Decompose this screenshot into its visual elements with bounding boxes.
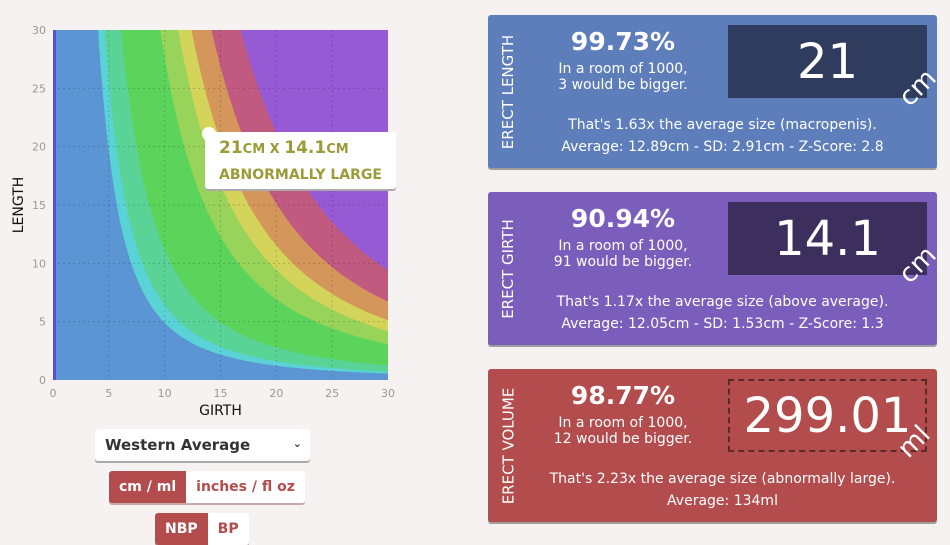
room-text: In a room of 1000, 3 would be bigger. [558,61,688,93]
x-tick-label: 25 [325,387,339,400]
panel-girth: ERECT GIRTH 90.94% In a room of 1000, 91 … [488,192,942,345]
room-text: In a room of 1000, 91 would be bigger. [553,238,693,270]
size-tooltip: 21CM X 14.1CM ABNORMALLY LARGE [205,132,396,189]
stats-text: Average: 134ml [667,493,778,509]
x-tick-label: 10 [158,387,172,400]
y-tick-label: 10 [32,257,46,270]
x-tick-label: 20 [269,387,283,400]
unit-cm-ml-button[interactable]: cm / ml [109,471,187,503]
y-axis-label: LENGTH [11,177,27,234]
room-text: In a room of 1000, 12 would be bigger. [553,415,693,447]
volume-value-input[interactable]: 299.01 [728,379,927,452]
population-select[interactable]: Western Average ⌄ [95,429,310,461]
y-tick-label: 30 [32,24,46,37]
size-chart[interactable]: 00 5 5 10 10 15 15 20 20 25 25 30 30 GIRTH LENGTH [0,20,400,430]
stats-text: Average: 12.05cm - SD: 1.53cm - Z-Score:… [561,316,884,332]
y-tick-label: 0 [39,374,46,387]
chart-edge-region [53,30,56,380]
percentile: 98.77% [570,381,676,410]
girth-value-input[interactable]: 14.1 [728,202,927,275]
mode-toggle: NBP BP [155,513,249,545]
comparison-text: That's 2.23x the average size (abnormall… [549,471,896,487]
x-tick-label: 5 [105,387,112,400]
y-tick-label: 15 [32,199,46,212]
x-axis-label: GIRTH [199,403,242,419]
chevron-down-icon: ⌄ [292,437,302,450]
mode-nbp-button[interactable]: NBP [155,513,208,545]
comparison-text: That's 1.17x the average size (above ave… [556,294,889,310]
panel-length: ERECT LENGTH 99.73% In a room of 1000, 3 … [488,15,942,168]
y-tick-label: 25 [32,82,46,95]
comparison-text: That's 1.63x the average size (macropeni… [568,117,877,133]
mode-bp-button[interactable]: BP [207,513,249,545]
x-tick-label: 0 [50,387,57,400]
stats-text: Average: 12.89cm - SD: 2.91cm - Z-Score:… [561,139,884,155]
tooltip-classification: ABNORMALLY LARGE [219,167,382,183]
length-value-input[interactable]: 21 [728,25,927,98]
percentile: 90.94% [570,204,676,233]
x-tick-label: 30 [381,387,395,400]
unit-toggle: cm / ml inches / fl oz [109,471,305,503]
x-tick-label: 15 [214,387,228,400]
unit-inches-button[interactable]: inches / fl oz [186,471,305,503]
y-tick-label: 20 [32,141,46,154]
panel-volume: ERECT VOLUME 98.77% In a room of 1000, 12… [488,369,937,522]
percentile: 99.73% [570,27,676,56]
y-tick-label: 5 [39,316,46,329]
tooltip-dimensions: 21CM X 14.1CM [219,138,349,158]
